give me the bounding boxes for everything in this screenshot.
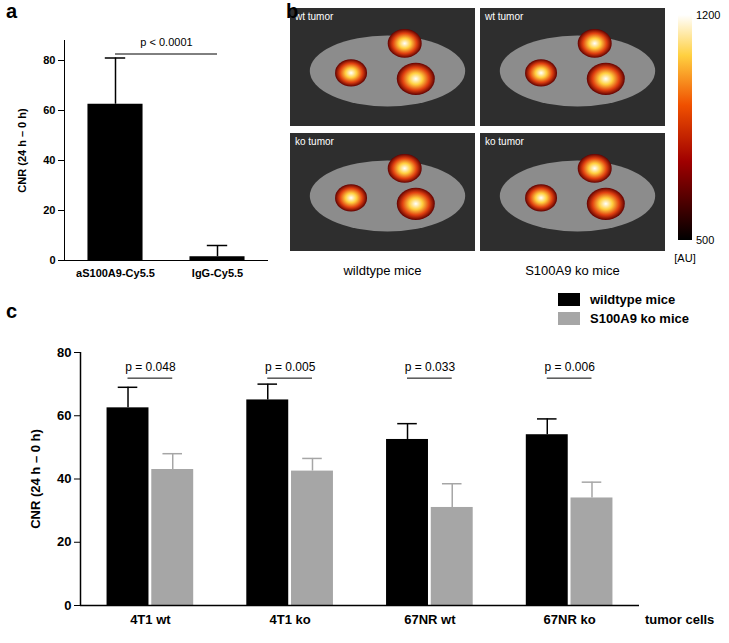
svg-text:wt tumor: wt tumor	[484, 11, 524, 22]
svg-text:CNR (24 h – 0 h): CNR (24 h – 0 h)	[16, 108, 28, 193]
svg-text:4T1 wt: 4T1 wt	[130, 612, 171, 627]
svg-text:80: 80	[43, 54, 55, 66]
svg-text:67NR ko: 67NR ko	[544, 612, 596, 627]
svg-text:67NR wt: 67NR wt	[404, 612, 456, 627]
svg-text:40: 40	[43, 154, 55, 166]
html-text:tumor cells: tumor cells	[645, 612, 715, 627]
html-text:c: c	[6, 300, 18, 322]
svg-text:wildtype mice: wildtype mice	[342, 263, 421, 278]
svg-text:60: 60	[57, 408, 71, 423]
svg-text:ko tumor: ko tumor	[485, 136, 525, 147]
html-text:a: a	[6, 0, 18, 22]
svg-text:1200: 1200	[696, 9, 720, 21]
svg-text:aS100A9-Cy5.5: aS100A9-Cy5.5	[76, 267, 155, 279]
svg-text:ko tumor: ko tumor	[295, 136, 335, 147]
svg-text:IgG-Cy5.5: IgG-Cy5.5	[192, 267, 243, 279]
svg-text:0: 0	[49, 254, 55, 266]
svg-text:4T1 ko: 4T1 ko	[270, 612, 311, 627]
svg-text:p = 0.048: p = 0.048	[125, 360, 176, 374]
svg-text:[AU]: [AU]	[674, 252, 695, 264]
svg-text:20: 20	[43, 204, 55, 216]
svg-text:0: 0	[64, 598, 71, 613]
svg-text:p = 0.005: p = 0.005	[265, 360, 316, 374]
html-text:b: b	[286, 0, 299, 22]
svg-text:500: 500	[696, 234, 714, 246]
html-text:S100A9 ko mice: S100A9 ko mice	[590, 311, 689, 326]
svg-text:20: 20	[57, 534, 71, 549]
svg-text:p = 0.006: p = 0.006	[544, 360, 595, 374]
svg-text:p < 0.0001: p < 0.0001	[140, 36, 192, 48]
svg-text:40: 40	[57, 471, 71, 486]
html-text:wildtype mice: wildtype mice	[590, 292, 676, 307]
svg-text:wt tumor: wt tumor	[294, 11, 334, 22]
svg-text:CNR (24 h – 0 h): CNR (24 h – 0 h)	[28, 429, 43, 529]
svg-text:60: 60	[43, 104, 55, 116]
svg-text:p = 0.033: p = 0.033	[405, 360, 456, 374]
svg-text:80: 80	[57, 345, 71, 360]
svg-text:S100A9 ko mice: S100A9 ko mice	[525, 263, 620, 278]
